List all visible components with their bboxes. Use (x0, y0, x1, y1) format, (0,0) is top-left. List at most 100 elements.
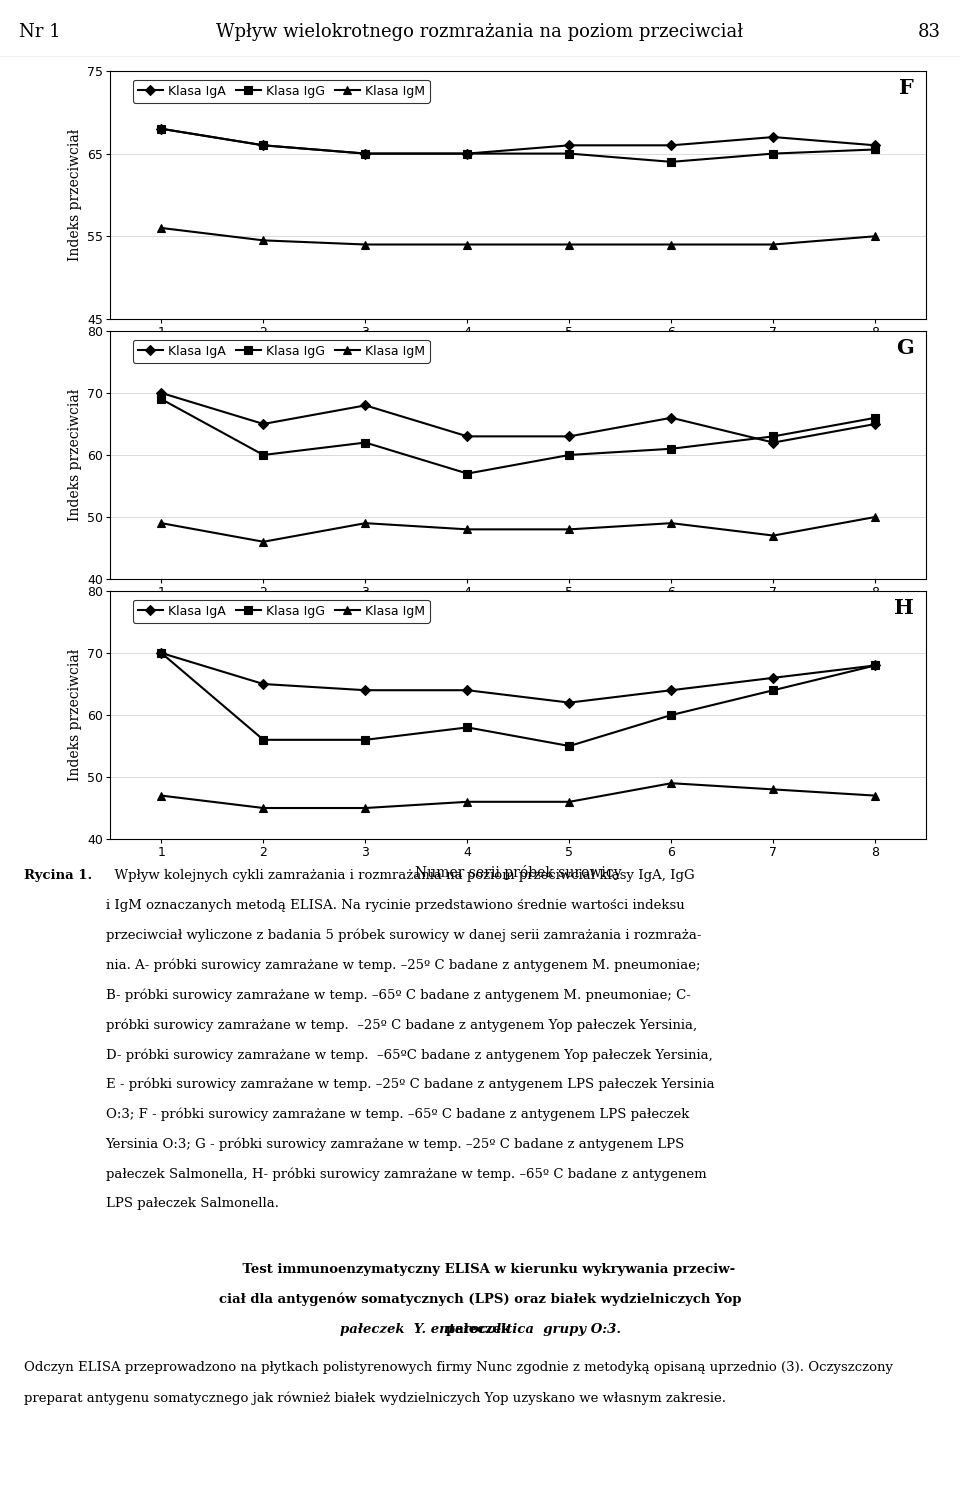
Klasa IgG (768, 145, 780, 163)
Klasa IgM (870, 786, 881, 804)
X-axis label: Numer serii próbek surowicy: Numer serii próbek surowicy (415, 605, 622, 620)
Text: H: H (895, 599, 914, 619)
Klasa IgA (870, 656, 881, 675)
Klasa IgA (564, 694, 575, 712)
Klasa IgG (768, 681, 780, 699)
Klasa IgA (665, 681, 677, 699)
Klasa IgG (257, 730, 269, 748)
Y-axis label: Indeks przeciwciał: Indeks przeciwciał (68, 389, 82, 521)
Klasa IgA (462, 427, 473, 445)
Klasa IgG (870, 409, 881, 427)
Klasa IgA (768, 433, 780, 451)
Line: Klasa IgM: Klasa IgM (157, 779, 879, 812)
Klasa IgM (156, 515, 167, 533)
Legend: Klasa IgA, Klasa IgG, Klasa IgM: Klasa IgA, Klasa IgG, Klasa IgM (133, 599, 430, 623)
Klasa IgA (768, 668, 780, 687)
Klasa IgG (564, 145, 575, 163)
Klasa IgG (665, 706, 677, 724)
Klasa IgM (870, 509, 881, 527)
Klasa IgA (462, 145, 473, 163)
Text: E - próbki surowicy zamrażane w temp. –25º C badane z antygenem LPS pałeczek Yer: E - próbki surowicy zamrażane w temp. –2… (106, 1077, 714, 1091)
Klasa IgM (360, 515, 372, 533)
Text: G: G (897, 338, 914, 359)
Klasa IgA (462, 681, 473, 699)
Y-axis label: Indeks przeciwciał: Indeks przeciwciał (68, 649, 82, 782)
Line: Klasa IgA: Klasa IgA (157, 125, 879, 157)
Klasa IgA (257, 415, 269, 433)
Klasa IgM (768, 780, 780, 798)
Klasa IgG (360, 145, 372, 163)
Klasa IgM (564, 521, 575, 539)
Klasa IgM (462, 792, 473, 810)
X-axis label: Numer serii próbek surowicy: Numer serii próbek surowicy (415, 865, 622, 880)
Klasa IgG (564, 736, 575, 754)
Line: Klasa IgG: Klasa IgG (157, 125, 879, 166)
Klasa IgG (156, 391, 167, 409)
Klasa IgG (257, 445, 269, 463)
X-axis label: Numer serii próbek surowicy: Numer serii próbek surowicy (415, 344, 622, 359)
Klasa IgM (564, 792, 575, 810)
Klasa IgM (564, 235, 575, 254)
Text: O:3; F - próbki surowicy zamrażane w temp. –65º C badane z antygenem LPS pałecze: O:3; F - próbki surowicy zamrażane w tem… (106, 1108, 689, 1121)
Klasa IgG (665, 439, 677, 457)
Legend: Klasa IgA, Klasa IgG, Klasa IgM: Klasa IgA, Klasa IgG, Klasa IgM (133, 80, 430, 103)
Text: LPS pałeczek Salmonella.: LPS pałeczek Salmonella. (106, 1197, 278, 1210)
Line: Klasa IgG: Klasa IgG (157, 649, 879, 750)
Klasa IgA (870, 415, 881, 433)
Klasa IgM (156, 219, 167, 237)
Klasa IgA (665, 409, 677, 427)
Line: Klasa IgG: Klasa IgG (157, 395, 879, 477)
Y-axis label: Indeks przeciwciał: Indeks przeciwciał (68, 128, 82, 261)
Klasa IgA (360, 397, 372, 415)
Text: preparat antygenu somatycznego jak również białek wydzielniczych Yop uzyskano we: preparat antygenu somatycznego jak równi… (24, 1391, 726, 1405)
Text: Nr 1: Nr 1 (19, 23, 60, 41)
Klasa IgA (156, 119, 167, 137)
Text: F: F (900, 78, 914, 98)
Klasa IgA (257, 136, 269, 154)
Legend: Klasa IgA, Klasa IgG, Klasa IgM: Klasa IgA, Klasa IgG, Klasa IgM (133, 340, 430, 362)
Klasa IgG (870, 656, 881, 675)
Text: B- próbki surowicy zamrażane w temp. –65º C badane z antygenem M. pneumoniae; C-: B- próbki surowicy zamrażane w temp. –65… (106, 988, 690, 1002)
Klasa IgM (870, 228, 881, 246)
Klasa IgM (257, 798, 269, 816)
Text: 83: 83 (918, 23, 941, 41)
Klasa IgM (665, 515, 677, 533)
Klasa IgG (462, 718, 473, 736)
Klasa IgM (462, 235, 473, 254)
Klasa IgG (156, 119, 167, 137)
Klasa IgM (156, 786, 167, 804)
Klasa IgM (360, 235, 372, 254)
Klasa IgG (665, 152, 677, 171)
Text: przeciwciał wyliczone z badania 5 próbek surowicy w danej serii zamrażania i roz: przeciwciał wyliczone z badania 5 próbek… (106, 928, 701, 942)
Text: pałeczek Salmonella, H- próbki surowicy zamrażane w temp. –65º C badane z antyge: pałeczek Salmonella, H- próbki surowicy … (106, 1168, 707, 1182)
Klasa IgG (870, 140, 881, 158)
Text: Yersinia O:3; G - próbki surowicy zamrażane w temp. –25º C badane z antygenem LP: Yersinia O:3; G - próbki surowicy zamraż… (106, 1138, 684, 1151)
Klasa IgA (870, 136, 881, 154)
Klasa IgA (360, 681, 372, 699)
Line: Klasa IgM: Klasa IgM (157, 513, 879, 546)
Line: Klasa IgA: Klasa IgA (157, 389, 879, 447)
Klasa IgM (665, 235, 677, 254)
Klasa IgM (768, 527, 780, 545)
Text: Wpływ wielokrotnego rozmrażania na poziom przeciwciał: Wpływ wielokrotnego rozmrażania na pozio… (216, 23, 744, 41)
Klasa IgG (462, 465, 473, 483)
Klasa IgM (768, 235, 780, 254)
Text: i IgM oznaczanych metodą ELISA. Na rycinie przedstawiono średnie wartości indeks: i IgM oznaczanych metodą ELISA. Na rycin… (106, 899, 684, 911)
Text: Rycina 1.: Rycina 1. (24, 869, 92, 881)
Klasa IgA (768, 128, 780, 146)
Text: D- próbki surowicy zamrażane w temp.  –65ºC badane z antygenem Yop pałeczek Yers: D- próbki surowicy zamrażane w temp. –65… (106, 1049, 712, 1061)
Text: pałeczek  Y. enterocolitica  grupy O:3.: pałeczek Y. enterocolitica grupy O:3. (340, 1322, 620, 1335)
Klasa IgM (665, 774, 677, 792)
Klasa IgA (257, 675, 269, 693)
Text: ciał dla antygenów somatycznych (LPS) oraz białek wydzielniczych Yop: ciał dla antygenów somatycznych (LPS) or… (219, 1293, 741, 1307)
Text: Wpływ kolejnych cykli zamrażania i rozmrażania na poziom przeciwciał klasy IgA, : Wpływ kolejnych cykli zamrażania i rozmr… (106, 869, 694, 881)
Klasa IgA (156, 383, 167, 401)
Klasa IgM (462, 521, 473, 539)
Text: Odczyn ELISA przeprowadzono na płytkach polistyrenowych firmy Nunc zgodnie z met: Odczyn ELISA przeprowadzono na płytkach … (24, 1361, 893, 1375)
Klasa IgG (564, 445, 575, 463)
Text: nia. A- próbki surowicy zamrażane w temp. –25º C badane z antygenem M. pneumonia: nia. A- próbki surowicy zamrażane w temp… (106, 958, 700, 972)
Text: pałeczek: pałeczek (445, 1322, 515, 1335)
Klasa IgG (768, 427, 780, 445)
Text: próbki surowicy zamrażane w temp.  –25º C badane z antygenem Yop pałeczek Yersin: próbki surowicy zamrażane w temp. –25º C… (106, 1019, 697, 1032)
Klasa IgM (257, 231, 269, 249)
